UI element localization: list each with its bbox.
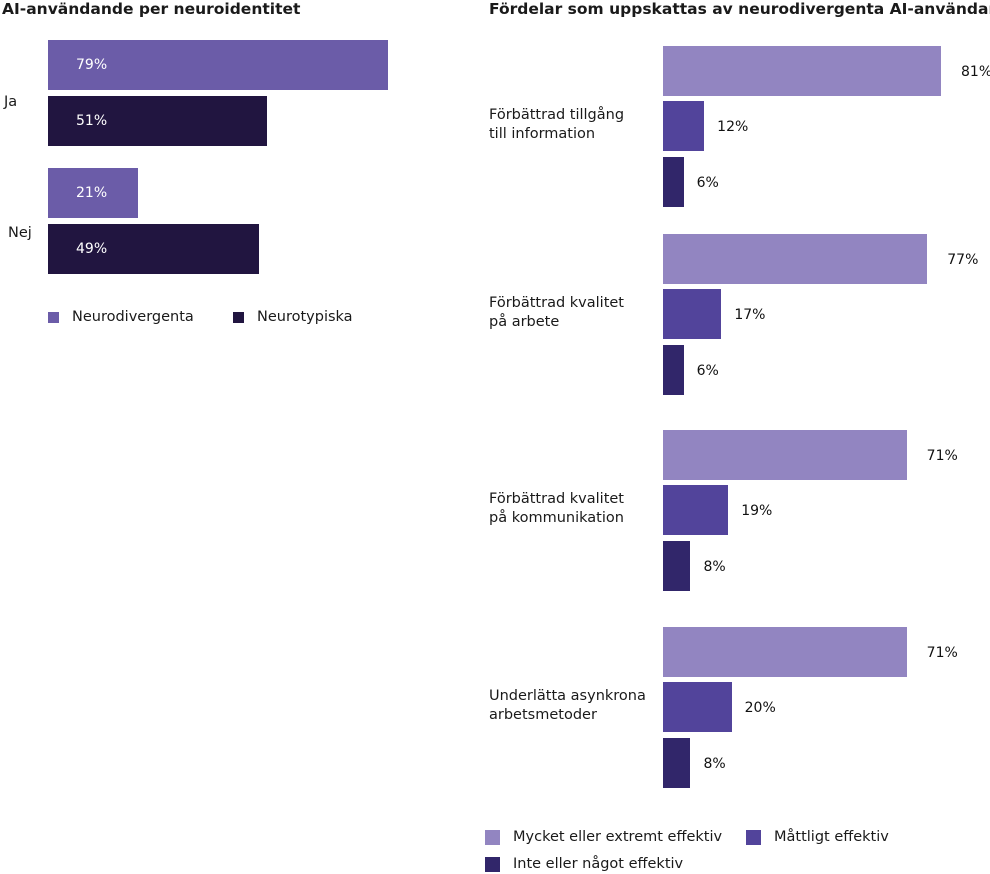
- legend-label: Mycket eller extremt effektiv: [513, 829, 723, 845]
- legend-label: Måttligt effektiv: [774, 829, 889, 845]
- legend-item-2: Måttligt effektiv: [746, 829, 889, 845]
- ai-benefits-title: Fördelar som uppskattas av neurodivergen…: [489, 0, 990, 18]
- data-label: 6%: [696, 363, 719, 379]
- legend-item-3: Inte eller något effektiv: [485, 856, 683, 872]
- category-label-line: arbetsmetoder: [489, 707, 597, 723]
- data-label: 71%: [926, 645, 958, 661]
- data-label: 71%: [926, 448, 958, 464]
- category-label-1: Förbättrad tillgång till information: [489, 106, 624, 144]
- data-label: 77%: [947, 252, 979, 268]
- category-label-line: Förbättrad tillgång: [489, 107, 625, 123]
- category-label-line: Förbättrad kvalitet: [489, 491, 624, 507]
- bar-series2-cat1: [663, 101, 705, 151]
- data-label: 17%: [734, 307, 766, 323]
- bar-neurodivergenta-nej: [48, 168, 139, 218]
- bar-series3-cat3: [663, 541, 691, 591]
- category-label-line: Underlätta asynkrona: [489, 688, 646, 704]
- legend-label: Inte eller något effektiv: [513, 856, 684, 872]
- legend-label: Neurodivergenta: [72, 309, 194, 325]
- bar-series2-cat3: [663, 485, 729, 535]
- data-label: 8%: [703, 559, 726, 575]
- data-label: 20%: [744, 700, 776, 716]
- bar-series1-cat3: [663, 430, 907, 480]
- data-label: 81%: [961, 64, 990, 80]
- data-label: 8%: [703, 756, 726, 772]
- legend-swatch: [746, 829, 761, 845]
- bar-neurodivergenta-ja: [48, 40, 388, 90]
- bar-neurotypiska-ja: [48, 96, 268, 146]
- legend-item-neurodivergenta: Neurodivergenta: [48, 309, 194, 325]
- bar-series3-cat1: [663, 157, 684, 207]
- legend-label: Neurotypiska: [257, 309, 353, 325]
- bar-series3-cat2: [663, 345, 684, 395]
- data-label: 6%: [696, 175, 719, 191]
- category-label-4: Underlätta asynkrona arbetsmetoder: [489, 687, 646, 725]
- bar-series2-cat2: [663, 289, 722, 339]
- data-label: 12%: [717, 119, 749, 135]
- category-label-line: på arbete: [489, 314, 560, 330]
- category-label-line: på kommunikation: [489, 510, 624, 526]
- category-label-ja: Ja: [4, 94, 18, 110]
- legend-swatch: [233, 311, 244, 323]
- bar-neurotypiska-nej: [48, 224, 259, 274]
- legend-item-1: Mycket eller extremt effektiv: [485, 829, 722, 845]
- legend-swatch: [485, 829, 500, 845]
- bar-series1-cat4: [663, 627, 907, 677]
- bar-series1-cat1: [663, 46, 941, 96]
- category-label-nej: Nej: [8, 225, 32, 241]
- legend-item-neurotypiska: Neurotypiska: [233, 309, 353, 325]
- bar-series2-cat4: [663, 682, 732, 732]
- bar-series1-cat2: [663, 234, 928, 284]
- ai-usage-title: AI-användande per neuroidentitet: [2, 0, 301, 18]
- legend-swatch: [48, 311, 59, 323]
- data-label: 21%: [76, 185, 108, 201]
- category-label-line: Förbättrad kvalitet: [489, 295, 624, 311]
- data-label: 49%: [76, 241, 108, 257]
- data-label: 79%: [76, 57, 108, 73]
- category-label-2: Förbättrad kvalitet på arbete: [489, 294, 624, 332]
- category-label-line: till information: [489, 126, 596, 142]
- legend-swatch: [485, 856, 500, 872]
- bar-series3-cat4: [663, 738, 691, 788]
- data-label: 19%: [741, 503, 773, 519]
- data-label: 51%: [76, 113, 108, 129]
- category-label-3: Förbättrad kvalitet på kommunikation: [489, 490, 624, 528]
